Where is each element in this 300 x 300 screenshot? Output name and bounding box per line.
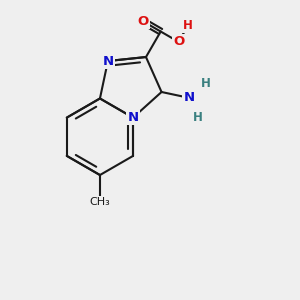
Text: N: N [128, 111, 139, 124]
Text: CH₃: CH₃ [90, 196, 110, 206]
Text: N: N [183, 91, 194, 104]
Text: H: H [201, 77, 211, 90]
Text: N: N [102, 55, 113, 68]
Text: H: H [193, 111, 203, 124]
Text: O: O [137, 15, 148, 28]
Text: O: O [173, 35, 184, 48]
Text: H: H [183, 19, 193, 32]
